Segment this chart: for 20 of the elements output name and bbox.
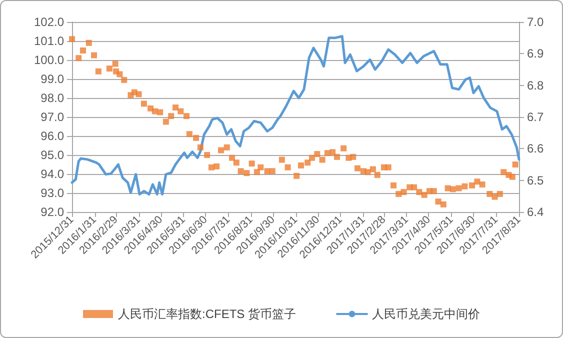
y2-tick-label: 6.4 bbox=[527, 205, 544, 219]
y2-tick-label: 6.9 bbox=[527, 46, 544, 61]
y-tick-label: 95.0 bbox=[40, 148, 64, 162]
y-tick-label: 94.0 bbox=[40, 167, 64, 181]
y2-tick-label: 6.7 bbox=[527, 110, 544, 124]
legend-label: 人民币汇率指数:CFETS 货币篮子 bbox=[118, 307, 296, 321]
y2-tick-label: 6.6 bbox=[527, 142, 544, 156]
legend-label: 人民币兑美元中间价 bbox=[372, 307, 480, 321]
y2-tick-label: 7.0 bbox=[527, 15, 544, 29]
y2-tick-label: 6.8 bbox=[527, 78, 544, 92]
y-tick-label: 92.0 bbox=[40, 205, 64, 219]
y-tick-label: 98.0 bbox=[40, 91, 64, 105]
y-tick-label: 93.0 bbox=[40, 186, 64, 200]
y-tick-label: 101.0 bbox=[34, 34, 64, 48]
y2-tick-label: 6.5 bbox=[527, 173, 544, 188]
y-tick-label: 96.0 bbox=[40, 129, 64, 143]
y-tick-label: 100.0 bbox=[34, 53, 64, 67]
y-tick-label: 99.0 bbox=[40, 72, 64, 86]
y-tick-label: 97.0 bbox=[40, 110, 64, 124]
y-tick-label: 102.0 bbox=[34, 15, 64, 29]
